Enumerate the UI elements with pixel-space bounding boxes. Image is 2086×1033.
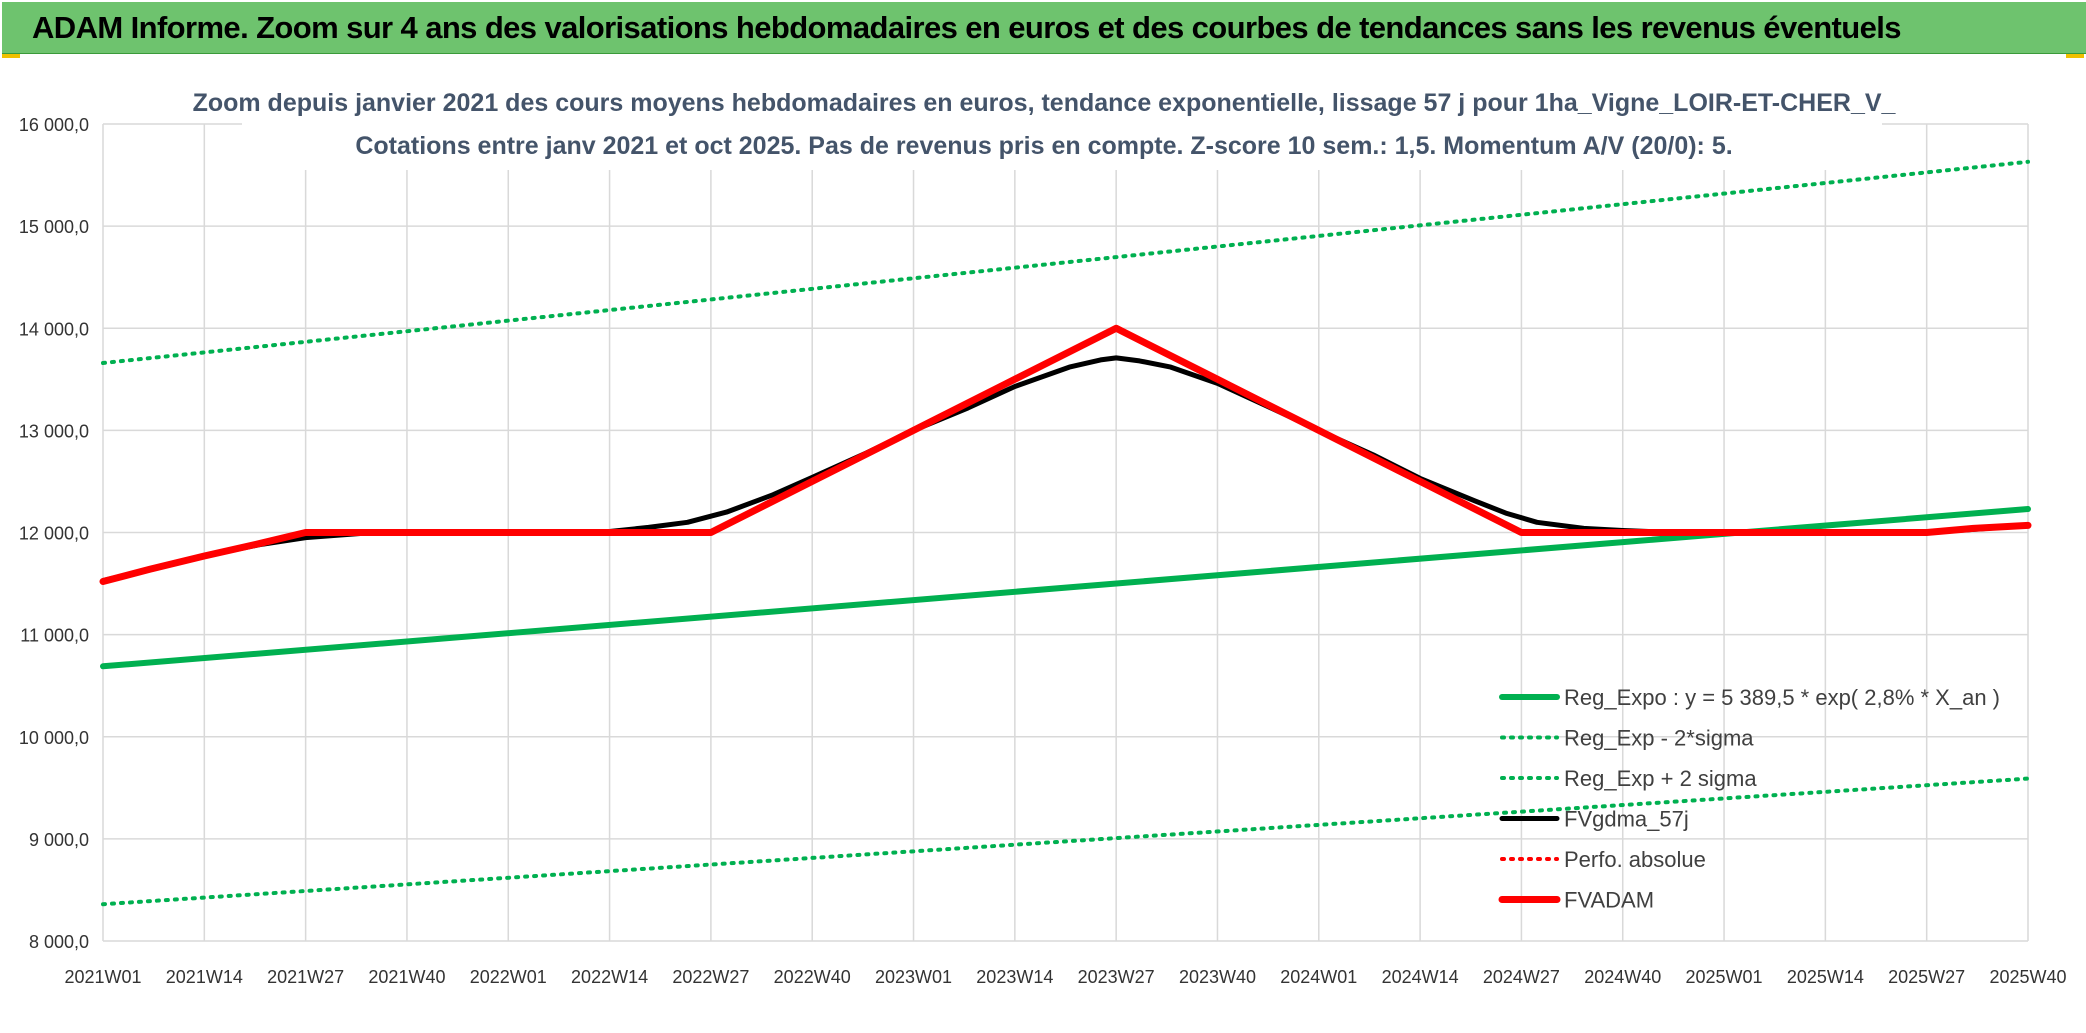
x-tick-label: 2022W27 <box>672 967 749 987</box>
title-backdrop <box>242 80 1882 170</box>
series-line-fvadam <box>99 324 2032 585</box>
x-tick-label: 2022W01 <box>470 967 547 987</box>
legend-label: FVADAM <box>1564 888 1654 913</box>
x-tick-label: 2025W27 <box>1888 967 1965 987</box>
series-line-reg-exp <box>101 159 2030 365</box>
x-tick-label: 2021W14 <box>166 967 243 987</box>
x-tick-label: 2023W14 <box>976 967 1053 987</box>
y-tick-label: 12 000,0 <box>19 524 89 544</box>
legend-label: Perfo. absolue <box>1564 847 1706 872</box>
x-tick-label: 2022W14 <box>571 967 648 987</box>
x-tick-label: 2025W14 <box>1787 967 1864 987</box>
title-banner: ADAM Informe. Zoom sur 4 ans des valoris… <box>2 2 2086 54</box>
y-tick-label: 13 000,0 <box>19 421 89 441</box>
y-tick-label: 16 000,0 <box>19 115 89 135</box>
x-tick-label: 2021W40 <box>368 967 445 987</box>
x-tick-label: 2021W27 <box>267 967 344 987</box>
banner-title: ADAM Informe. Zoom sur 4 ans des valoris… <box>32 10 1902 45</box>
chart-title: Zoom depuis janvier 2021 des cours moyen… <box>193 89 1897 117</box>
x-tick-label: 2025W40 <box>1989 967 2066 987</box>
x-tick-label: 2023W40 <box>1179 967 1256 987</box>
y-tick-label: 8 000,0 <box>29 932 89 952</box>
series-line-reg-exp <box>101 776 2030 907</box>
x-tick-label: 2025W01 <box>1686 967 1763 987</box>
x-tick-label: 2023W27 <box>1078 967 1155 987</box>
legend-label: Reg_Exp - 2*sigma <box>1564 726 1754 751</box>
y-tick-label: 9 000,0 <box>29 830 89 850</box>
x-tick-label: 2022W40 <box>774 967 851 987</box>
y-tick-label: 10 000,0 <box>19 728 89 748</box>
x-tick-label: 2021W01 <box>64 967 141 987</box>
chart-subtitle: Cotations entre janv 2021 et oct 2025. P… <box>355 132 1732 160</box>
legend-label: Reg_Expo : y = 5 389,5 * exp( 2,8% * X_a… <box>1564 685 2000 710</box>
legend-label: Reg_Exp + 2 sigma <box>1564 766 1757 791</box>
y-tick-label: 14 000,0 <box>19 319 89 339</box>
series-line-fvgdma-57j <box>100 355 2031 583</box>
corner-accent-left <box>2 54 20 58</box>
series-layer <box>99 159 2032 907</box>
y-tick-label: 11 000,0 <box>20 626 89 646</box>
y-tick-label: 15 000,0 <box>19 217 89 237</box>
legend-label: FVgdma_57j <box>1564 807 1689 832</box>
x-tick-label: 2024W27 <box>1483 967 1560 987</box>
x-tick-label: 2024W14 <box>1382 967 1459 987</box>
x-tick-label: 2024W01 <box>1280 967 1357 987</box>
x-tick-label: 2023W01 <box>875 967 952 987</box>
y-axis-ticks: 8 000,0 9 000,0 10 000,0 11 000,0 12 000,0 13… <box>19 115 89 952</box>
corner-accent-right <box>2066 54 2084 58</box>
x-axis-ticks: 2021W01 2021W14 2021W27 2021W40 2022W01 2022W… <box>64 967 2066 987</box>
legend: Reg_Expo : y = 5 389,5 * exp( 2,8% * X_a… <box>1498 685 2000 913</box>
x-tick-label: 2024W40 <box>1584 967 1661 987</box>
